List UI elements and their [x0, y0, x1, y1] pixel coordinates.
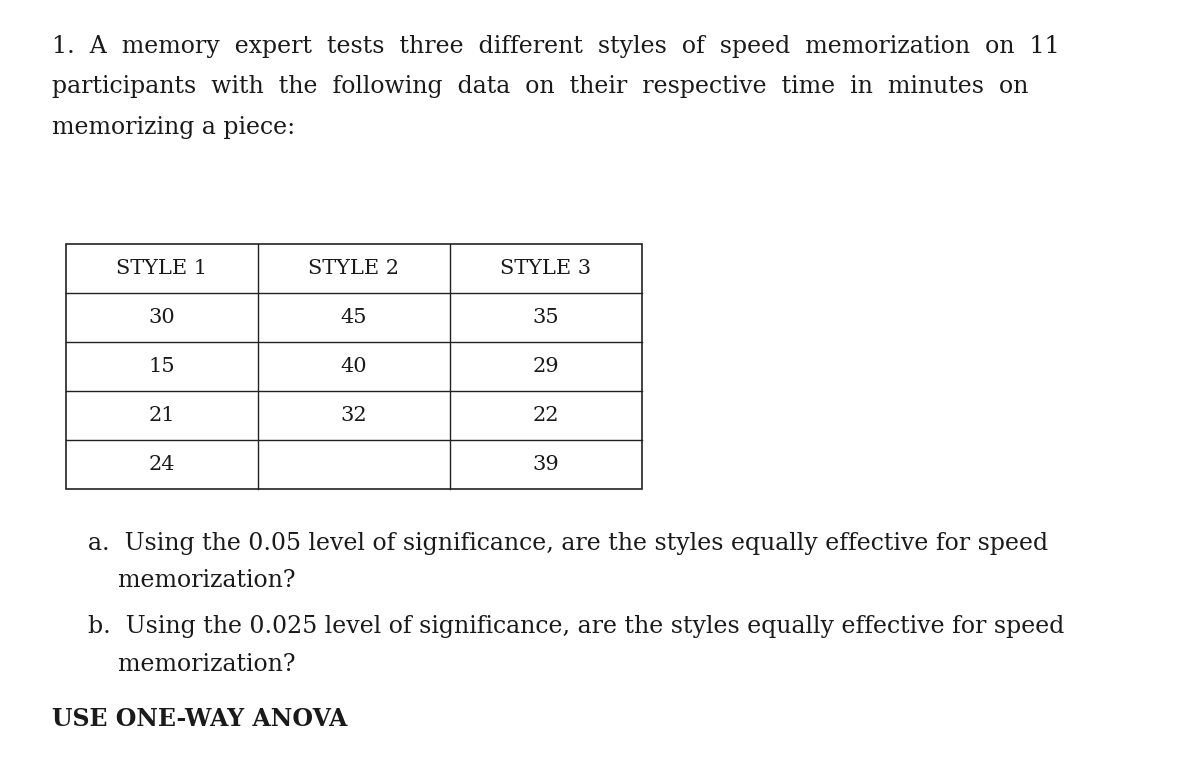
Text: b.  Using the 0.025 level of significance, are the styles equally effective for : b. Using the 0.025 level of significance…: [88, 615, 1064, 639]
Text: 24: 24: [149, 455, 175, 474]
Text: 30: 30: [149, 308, 175, 327]
Text: USE ONE-WAY ANOVA: USE ONE-WAY ANOVA: [52, 707, 347, 731]
Text: participants  with  the  following  data  on  their  respective  time  in  minut: participants with the following data on …: [52, 75, 1028, 99]
Text: 15: 15: [149, 357, 175, 376]
Text: 39: 39: [533, 455, 559, 474]
Text: a.  Using the 0.05 level of significance, are the styles equally effective for s: a. Using the 0.05 level of significance,…: [88, 532, 1048, 555]
Text: 45: 45: [341, 308, 367, 327]
Text: 35: 35: [533, 308, 559, 327]
Text: 29: 29: [533, 357, 559, 376]
Text: STYLE 3: STYLE 3: [500, 259, 592, 279]
Text: memorizing a piece:: memorizing a piece:: [52, 116, 295, 139]
Text: memorization?: memorization?: [88, 569, 295, 592]
Text: STYLE 1: STYLE 1: [116, 259, 208, 279]
Text: 1.  A  memory  expert  tests  three  different  styles  of  speed  memorization : 1. A memory expert tests three different…: [52, 35, 1060, 58]
Bar: [66, 244, 642, 489]
Text: 21: 21: [149, 406, 175, 425]
Text: 22: 22: [533, 406, 559, 425]
Text: 32: 32: [341, 406, 367, 425]
Text: STYLE 2: STYLE 2: [308, 259, 400, 279]
Text: memorization?: memorization?: [88, 653, 295, 676]
Text: 40: 40: [341, 357, 367, 376]
